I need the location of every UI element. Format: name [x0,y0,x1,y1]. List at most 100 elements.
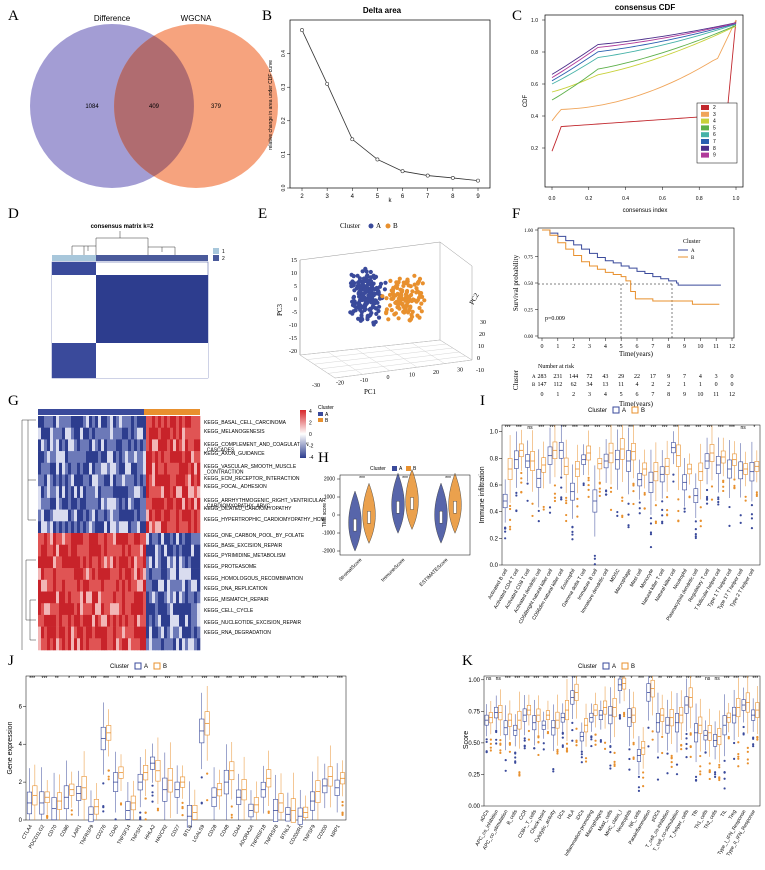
chart-g-cell [47,603,51,616]
chart-g-cell [80,556,84,569]
chart-g-cell [161,509,165,522]
chart-k-outlier [637,775,641,778]
chart-g-cell [173,533,177,545]
chart-g-cell [176,497,180,510]
chart-g-cell [155,568,159,581]
chart-g-cell [119,427,123,440]
chart-g-cell [113,603,117,616]
chart-g-cell [107,614,111,627]
chart-h-ytick-label: 2000 [324,477,335,483]
chart-g-cell [110,638,114,651]
chart-g-cell [95,638,99,651]
chart-g-cell [44,451,48,464]
chart-i-outlier [694,528,697,531]
chart-g-cell [113,533,117,545]
chart-j-outlier [230,816,233,819]
chart-g-cell [59,614,63,627]
chart-c-ytick-label: 0.2 [531,146,538,152]
chart-g-cell [116,579,120,592]
chart-j-outlier [151,784,154,787]
chart-k-outlier [742,733,745,736]
chart-i-outlier [728,524,731,527]
chart-e-point-b [409,292,414,298]
chart-e-point-b [388,303,393,308]
chart-g-cell [38,556,42,569]
chart-g-cell [47,638,51,651]
chart-i-outlier [571,530,574,534]
chart-j-outlier [139,816,142,819]
chart-g-row-label: KEGG_CELL_CYCLE [204,608,254,614]
chart-e-point-a [360,269,365,274]
chart-g-cell [128,614,132,627]
chart-g-cell [80,579,84,592]
chart-j-sig: *** [238,676,244,682]
chart-g-cell [158,462,162,475]
chart-g-cell [50,603,54,616]
chart-k-outlier [599,738,602,742]
chart-g-cell [140,462,144,475]
chart-g-row-label: KEGG_MISMATCH_REPAIR [204,597,269,603]
chart-g-cell [161,497,165,510]
chart-e-point-b [384,307,389,312]
chart-g-cell [95,462,99,475]
chart-i-outlier [560,486,563,489]
chart-f-risk-value-b: 4 [636,382,639,388]
chart-k-ylabel: Score [463,731,470,749]
chart-j-sig: * [191,676,193,682]
chart-g-cell [98,497,102,510]
chart-g-cell [131,486,135,499]
chart-e-point-b [412,273,417,278]
chart-g-cell [167,579,171,592]
chart-i-sig: *** [695,425,701,431]
chart-j-xtick-label: BTLA [182,823,194,837]
chart-e-point-b [392,312,397,317]
chart-i-outlier [627,526,630,529]
chart-g-cell [152,416,156,428]
chart-g-cell [173,614,177,627]
chart-k-outlier [699,770,702,773]
chart-g-cell [101,416,105,428]
chart-g-cell [83,579,87,592]
chart-g-colorbar-label: 2 [309,421,312,427]
chart-g-cell [89,568,93,581]
chart-b-line [301,29,479,182]
chart-g-cell [119,614,123,627]
chart-g-cell [188,521,192,534]
chart-g-cell [113,486,117,499]
chart-g-heatmap [38,416,201,651]
chart-g-cell [50,509,54,522]
chart-g-cell [104,568,108,581]
chart-g-cell [47,614,51,627]
chart-g-cell [41,603,45,616]
chart-g-cell [140,509,144,522]
chart-g-cell [62,556,66,569]
chart-g-cell [41,614,45,627]
chart-k-outlier [746,762,749,765]
chart-i-outlier [576,505,579,508]
chart-g-cell [71,603,75,616]
chart-g-cell [149,497,153,510]
chart-g-cell [116,439,120,452]
chart-g-cell [41,497,45,510]
chart-g-cell [185,427,189,440]
chart-c-legend-label: 3 [713,112,716,118]
chart-k-outlier [746,746,749,750]
venn-label-wgcna: WGCNA [181,14,212,23]
chart-e-xlabel: PC1 [364,388,377,396]
chart-h-violins: *** *** *** [348,468,462,552]
chart-d-block-off3 [52,275,96,343]
chart-c-xtick-label: 0.2 [585,196,592,202]
chart-g-cell [188,626,192,639]
chart-g-cell [92,427,96,440]
chart-g-cell [179,591,183,604]
chart-i-outlier [548,506,552,509]
chart-i-outlier [598,494,601,498]
chart-g-cell [77,638,81,651]
chart-g-cell [89,626,93,639]
chart-j-outlier [200,801,203,804]
chart-j-frame [25,675,347,821]
chart-g-cell [143,568,147,581]
chart-g-cell [182,603,186,616]
chart-c-legend-swatch [701,152,709,158]
